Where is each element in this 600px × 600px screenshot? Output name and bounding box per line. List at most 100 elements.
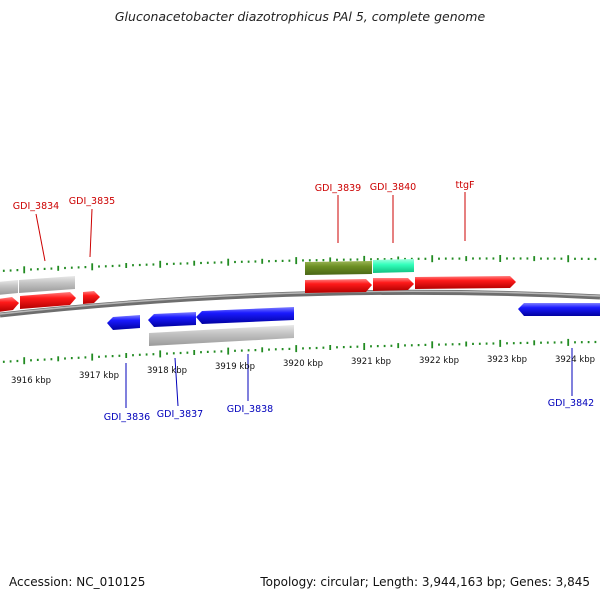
scale-label: 3920 kbp <box>283 359 323 369</box>
forward-tick-mark <box>465 256 468 262</box>
forward-tick-mark <box>64 266 66 270</box>
reverse-gene-labels: GDI_3836 GDI_3837 GDI_3838 GDI_3842 <box>104 398 594 423</box>
feature-block-olive[interactable] <box>305 261 372 275</box>
reverse-tick-mark <box>383 344 386 348</box>
feature-block-gray[interactable] <box>149 325 294 346</box>
reverse-tick-mark <box>104 355 107 358</box>
reverse-tick-mark <box>451 343 454 346</box>
reverse-tick-mark <box>478 342 481 345</box>
forward-tick-mark <box>363 255 366 263</box>
reverse-tick-mark <box>329 345 332 350</box>
gene-label-gdi-3839[interactable]: GDI_3839 <box>315 183 361 194</box>
scale-label: 3917 kbp <box>79 371 119 381</box>
forward-tick-mark <box>145 263 148 266</box>
reverse-tick-mark <box>118 354 121 357</box>
reverse-tick-mark <box>98 355 100 358</box>
forward-tick-mark <box>104 265 107 268</box>
reverse-tick-mark <box>336 346 338 349</box>
reverse-tick-mark <box>220 350 223 353</box>
forward-tick-mark <box>567 255 570 263</box>
reverse-tick-mark <box>580 341 583 344</box>
genome-backbone <box>0 289 600 318</box>
forward-tick-mark <box>376 258 379 261</box>
reverse-tick-mark <box>431 341 434 349</box>
gene-arrow-red[interactable] <box>0 297 19 312</box>
reverse-strand-genes <box>107 303 600 346</box>
gene-label-gdi-3836[interactable]: GDI_3836 <box>104 412 150 423</box>
forward-tick-mark <box>478 257 481 260</box>
forward-tick-mark <box>342 258 345 261</box>
gene-arrow-red[interactable] <box>373 278 414 291</box>
reverse-tick-mark <box>268 348 270 351</box>
forward-strand-genes <box>0 276 516 312</box>
forward-tick-mark <box>172 262 175 265</box>
forward-tick-mark <box>111 264 114 268</box>
forward-tick-mark <box>16 269 19 272</box>
reverse-tick-mark <box>64 357 66 360</box>
reverse-tick-mark <box>240 349 243 352</box>
forward-tick-mark <box>540 257 542 260</box>
reverse-tick-mark <box>438 343 440 346</box>
reverse-tick-mark <box>390 344 393 347</box>
forward-tick-mark <box>213 261 216 264</box>
forward-tick-mark <box>77 266 80 269</box>
forward-tick-mark <box>9 269 12 272</box>
reverse-tick-mark <box>91 353 94 361</box>
gene-arrow-red[interactable] <box>83 291 100 304</box>
gene-arrow-blue[interactable] <box>148 312 196 327</box>
scale-label: 3921 kbp <box>351 357 391 367</box>
forward-tick-mark <box>336 258 338 261</box>
forward-tick-mark <box>329 257 332 263</box>
forward-tick-mark <box>254 260 257 263</box>
forward-tick-mark <box>410 257 413 260</box>
reverse-tick-mark <box>492 342 495 345</box>
forward-tick-mark <box>295 257 298 265</box>
gene-label-gdi-3835[interactable]: GDI_3835 <box>69 196 115 207</box>
reverse-tick-mark <box>444 343 447 346</box>
scale-label: 3922 kbp <box>419 356 459 366</box>
gene-arrow-red[interactable] <box>415 276 516 289</box>
reverse-tick-mark <box>132 354 134 357</box>
reverse-tick-mark <box>186 351 189 354</box>
forward-tick-mark <box>560 257 563 260</box>
gene-arrow-blue[interactable] <box>107 315 140 330</box>
reverse-tick-mark <box>152 353 155 356</box>
forward-tick-mark <box>23 266 26 274</box>
reverse-tick-mark <box>206 350 209 353</box>
reverse-tick-mark <box>84 356 87 359</box>
reverse-tick-mark <box>342 346 345 349</box>
forward-tick-mark <box>274 259 277 263</box>
reverse-tick-mark <box>315 346 318 350</box>
gene-label-gdi-3840[interactable]: GDI_3840 <box>370 182 416 193</box>
gene-label-ttgf[interactable]: ttgF <box>456 180 475 191</box>
gene-arrow-red[interactable] <box>20 292 76 309</box>
reverse-tick-mark <box>574 341 576 344</box>
forward-gene-labels: GDI_3834 GDI_3835 GDI_3839 GDI_3840 ttgF <box>13 180 475 212</box>
reverse-tick-mark <box>193 350 196 355</box>
reverse-tick-mark <box>553 341 556 344</box>
forward-tick-mark <box>159 260 162 268</box>
gene-label-gdi-3838[interactable]: GDI_3838 <box>227 404 273 415</box>
feature-block-gray[interactable] <box>19 276 75 293</box>
forward-tick-mark <box>492 257 495 260</box>
forward-tick-mark <box>519 257 522 260</box>
reverse-tick-mark <box>43 358 46 361</box>
forward-tick-mark <box>234 260 236 264</box>
gene-arrow-red[interactable] <box>305 279 372 293</box>
gene-arrow-blue[interactable] <box>196 307 294 324</box>
gene-label-gdi-3834[interactable]: GDI_3834 <box>13 201 59 212</box>
forward-tick-mark <box>36 268 39 271</box>
reverse-tick-mark <box>16 359 19 363</box>
gene-label-gdi-3837[interactable]: GDI_3837 <box>157 409 203 420</box>
forward-tick-mark <box>458 257 461 260</box>
gene-arrow-blue[interactable] <box>518 303 600 316</box>
forward-tick-mark <box>349 258 352 261</box>
gene-label-gdi-3842[interactable]: GDI_3842 <box>548 398 594 409</box>
reverse-tick-mark <box>30 359 32 362</box>
forward-tick-mark <box>356 258 359 261</box>
forward-tick-mark <box>138 263 141 267</box>
reverse-tick-mark <box>512 342 515 345</box>
feature-block-teal[interactable] <box>373 259 414 273</box>
feature-block-gray[interactable] <box>0 280 18 295</box>
